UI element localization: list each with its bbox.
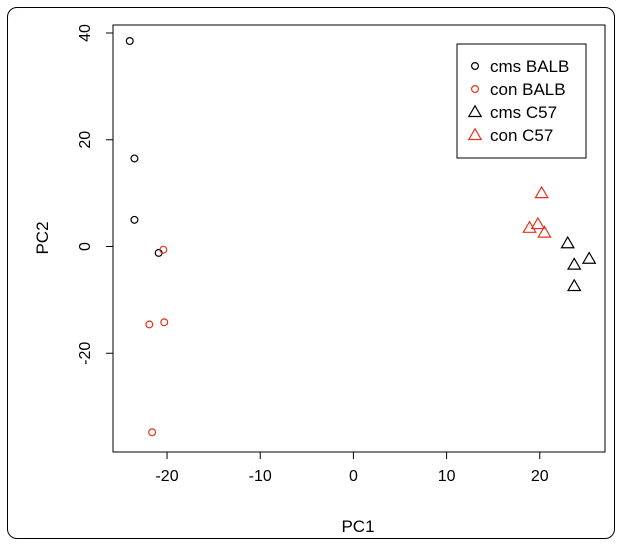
y-tick-label: 40 (77, 24, 94, 42)
y-tick-label: 0 (77, 242, 94, 251)
data-point (560, 235, 575, 249)
data-point (148, 428, 157, 437)
data-point (522, 220, 537, 233)
x-axis: -20 -10 0 10 20 (155, 451, 549, 485)
data-point (145, 320, 154, 329)
x-tick-label: 10 (438, 468, 456, 485)
data-point (567, 278, 582, 292)
legend-label: cms BALB (490, 57, 569, 76)
y-axis-label: PC2 (33, 221, 52, 254)
legend-marker (467, 127, 483, 141)
x-axis-label: PC1 (341, 517, 374, 536)
legend-label: con C57 (490, 126, 553, 145)
legend: cms BALB con BALB cms C57 con C57 (456, 43, 587, 159)
data-point (125, 37, 134, 46)
data-point (159, 245, 168, 254)
data-point (130, 154, 139, 163)
legend-marker (467, 104, 483, 118)
legend-marker (471, 84, 480, 93)
y-axis: -20 0 20 40 (77, 24, 114, 365)
data-points (125, 37, 597, 437)
legend-label: con BALB (490, 80, 566, 99)
data-point (130, 215, 139, 224)
data-point (567, 257, 582, 270)
data-point (537, 225, 552, 238)
x-tick-label: -10 (249, 468, 272, 485)
data-point (581, 251, 597, 264)
y-tick-label: 20 (77, 131, 94, 149)
y-tick-label: -20 (77, 342, 94, 365)
data-point (534, 185, 549, 199)
x-tick-label: 0 (349, 468, 358, 485)
data-point (530, 216, 546, 230)
legend-label: cms C57 (490, 103, 557, 122)
x-tick-label: -20 (155, 468, 178, 485)
data-point (160, 318, 169, 327)
legend-marker (471, 61, 480, 70)
x-tick-label: 20 (531, 468, 549, 485)
